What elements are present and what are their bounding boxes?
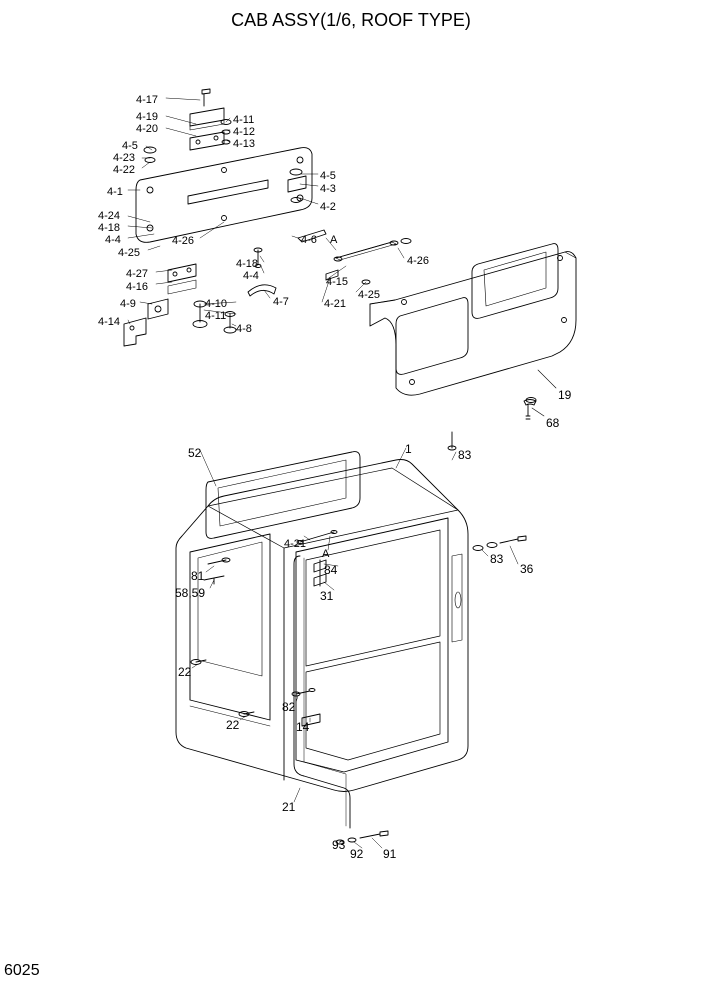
callout-36: 36 (520, 562, 533, 576)
callout-Ab: A (322, 548, 329, 560)
callout-92: 92 (350, 847, 363, 861)
callout-84: 84 (324, 563, 337, 577)
callout-58-59: 58,59 (175, 586, 205, 600)
cab-body (176, 432, 526, 848)
callout-4-17: 4-17 (136, 94, 158, 106)
callout-4-4b: 4-4 (243, 270, 259, 282)
callout-22b: 22 (226, 718, 239, 732)
callout-4-10: 4-10 (205, 298, 227, 310)
hatch-assembly (124, 89, 411, 346)
callout-4-4a: 4-4 (105, 234, 121, 246)
assembly-diagram (0, 0, 702, 992)
callout-4-18b: 4-18 (236, 258, 258, 270)
callout-4-15: 4-15 (326, 276, 348, 288)
roof-panel (370, 244, 576, 419)
callout-4-18a: 4-18 (98, 222, 120, 234)
callout-14: 14 (296, 720, 309, 734)
callout-81: 81 (191, 569, 204, 583)
callout-82: 82 (282, 700, 295, 714)
callout-4-22: 4-22 (113, 164, 135, 176)
callout-4-11a: 4-11 (233, 114, 254, 126)
callout-91: 91 (383, 847, 396, 861)
callout-4-26b: 4-26 (407, 255, 429, 267)
callout-4-2: 4-2 (320, 201, 336, 213)
callout-68: 68 (546, 416, 559, 430)
callout-4-19: 4-19 (136, 111, 158, 123)
callout-4-11b: 4-11 (205, 310, 226, 322)
callout-4-12: 4-12 (233, 126, 255, 138)
callout-4-16: 4-16 (126, 281, 148, 293)
callout-1: 1 (405, 442, 412, 456)
callout-4-3: 4-3 (320, 183, 336, 195)
callout-4-26a: 4-26 (172, 235, 194, 247)
callout-52: 52 (188, 446, 201, 460)
callout-4-24: 4-24 (98, 210, 120, 222)
callout-83b: 83 (490, 552, 503, 566)
callout-4-8: 4-8 (236, 323, 252, 335)
callout-Aa: A (330, 234, 337, 246)
callout-4-6: 4-6 (301, 234, 317, 246)
callout-4-5a: 4-5 (122, 140, 138, 152)
callout-4-20: 4-20 (136, 123, 158, 135)
callout-4-21b: 4-21 (284, 538, 306, 550)
callout-4-9: 4-9 (120, 298, 136, 310)
callout-22a: 22 (178, 665, 191, 679)
callout-4-13: 4-13 (233, 138, 255, 150)
callout-4-27: 4-27 (126, 268, 148, 280)
callout-4-21a: 4-21 (324, 298, 346, 310)
callout-4-5b: 4-5 (320, 170, 336, 182)
callout-4-1: 4-1 (107, 186, 123, 198)
callout-93: 93 (332, 838, 345, 852)
callout-31: 31 (320, 589, 333, 603)
callout-4-23: 4-23 (113, 152, 135, 164)
callout-83a: 83 (458, 448, 471, 462)
callout-4-25b: 4-25 (358, 289, 380, 301)
callout-21: 21 (282, 800, 295, 814)
callout-4-14: 4-14 (98, 316, 120, 328)
callout-4-7: 4-7 (273, 296, 289, 308)
callout-19: 19 (558, 388, 571, 402)
callout-4-25a: 4-25 (118, 247, 140, 259)
